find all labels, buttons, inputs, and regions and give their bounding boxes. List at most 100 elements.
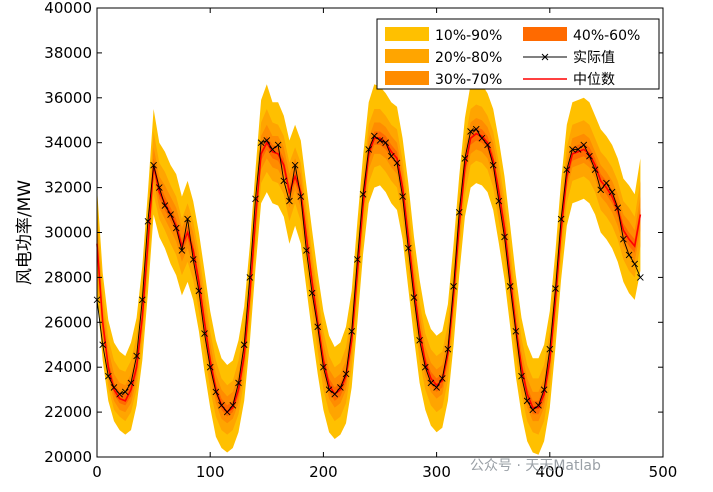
- y-tick-label: 40000: [44, 0, 92, 17]
- actual-marker: [269, 146, 276, 153]
- x-tick-label: 100: [196, 463, 225, 481]
- legend-label: 中位数: [573, 72, 615, 88]
- y-tick-label: 38000: [44, 44, 92, 62]
- actual-marker: [133, 352, 140, 360]
- actual-marker: [274, 141, 282, 149]
- legend-label: 30%-70%: [435, 72, 502, 88]
- actual-marker: [229, 402, 237, 409]
- actual-marker: [337, 384, 344, 391]
- actual-marker: [631, 260, 639, 268]
- actual-marker: [399, 193, 406, 200]
- actual-marker: [614, 204, 622, 212]
- actual-marker: [416, 336, 423, 344]
- actual-marker: [586, 152, 593, 160]
- actual-marker: [354, 256, 361, 263]
- legend-marker: [541, 53, 549, 61]
- y-tick-label: 32000: [44, 179, 92, 197]
- actual-marker: [580, 141, 588, 149]
- actual-marker: [331, 390, 339, 398]
- actual-marker: [404, 244, 412, 252]
- y-tick-label: 24000: [44, 358, 92, 376]
- actual-marker: [252, 195, 259, 203]
- y-tick-label: 28000: [44, 268, 92, 286]
- band-40-60: [97, 127, 641, 417]
- actual-marker: [444, 345, 452, 353]
- x-tick-label: 0: [92, 463, 102, 481]
- legend-30-70: 30%-70%: [385, 71, 502, 88]
- actual-marker: [359, 191, 367, 198]
- actual-marker: [314, 323, 322, 331]
- actual-marker: [206, 363, 214, 371]
- actual-marker: [155, 184, 163, 191]
- series-lines: [93, 125, 644, 416]
- actual-marker: [574, 146, 582, 153]
- actual-marker: [489, 161, 497, 169]
- actual-marker: [569, 146, 576, 153]
- legend-10-90: 10%-90%: [385, 27, 502, 44]
- actual-marker: [144, 217, 152, 225]
- actual-marker: [472, 125, 480, 133]
- actual-marker: [218, 402, 225, 409]
- axis-ticks: 0 100 200 300 400 500 20000 22000 24000 26000 2800…: [44, 0, 677, 481]
- actual-marker: [410, 294, 418, 301]
- actual-marker: [597, 186, 605, 194]
- y-tick-label: 26000: [44, 313, 92, 331]
- actual-marker: [608, 188, 616, 196]
- actual-marker: [223, 408, 231, 416]
- y-tick-label: 34000: [44, 134, 92, 152]
- actual-marker: [421, 363, 429, 371]
- actual-marker: [240, 341, 248, 349]
- actual-marker: [342, 370, 350, 378]
- legend-swatch: [385, 49, 429, 63]
- actual-marker: [150, 161, 157, 169]
- y-tick-label: 22000: [44, 403, 92, 421]
- actual-marker: [308, 289, 316, 297]
- actual-marker: [138, 296, 146, 304]
- x-tick-label: 200: [309, 463, 338, 481]
- actual-marker: [591, 166, 599, 173]
- actual-marker: [280, 177, 288, 185]
- x-tick-label: 500: [649, 463, 678, 481]
- actual-marker: [393, 159, 401, 167]
- actual-marker: [365, 146, 372, 153]
- actual-marker: [450, 283, 457, 290]
- actual-marker: [506, 283, 514, 290]
- actual-marker: [529, 406, 537, 414]
- actual-marker: [438, 375, 446, 382]
- actual-marker: [172, 224, 180, 232]
- legend-swatch: [385, 27, 429, 41]
- actual-marker: [195, 287, 203, 295]
- actual-marker: [552, 285, 559, 292]
- actual-marker: [501, 233, 508, 241]
- actual-marker: [246, 274, 254, 281]
- actual-marker: [201, 330, 208, 337]
- actual-marker: [291, 161, 299, 169]
- y-tick-label: 30000: [44, 224, 92, 242]
- actual-marker: [178, 247, 186, 254]
- legend-label: 40%-60%: [573, 28, 640, 44]
- actual-marker: [625, 251, 633, 259]
- actual-marker: [376, 137, 384, 144]
- actual-marker: [212, 388, 220, 396]
- legend-actual: 实际值: [523, 50, 615, 66]
- actual-marker: [286, 197, 293, 205]
- actual-marker: [382, 139, 389, 147]
- actual-marker: [263, 137, 271, 144]
- actual-marker: [184, 215, 191, 223]
- actual-marker: [116, 390, 123, 398]
- actual-marker: [518, 372, 525, 380]
- y-tick-label: 20000: [44, 448, 92, 466]
- actual-marker: [105, 372, 112, 380]
- actual-marker: [121, 388, 129, 396]
- y-axis-label: 风电功率/MW: [15, 180, 35, 285]
- median-line: [96, 132, 642, 414]
- actual-marker: [127, 379, 135, 387]
- actual-marker: [257, 139, 265, 147]
- actual-marker: [99, 341, 106, 349]
- actual-marker: [540, 386, 548, 393]
- actual-marker: [433, 384, 440, 391]
- actual-marker: [297, 193, 305, 200]
- legend-label: 10%-90%: [435, 28, 502, 44]
